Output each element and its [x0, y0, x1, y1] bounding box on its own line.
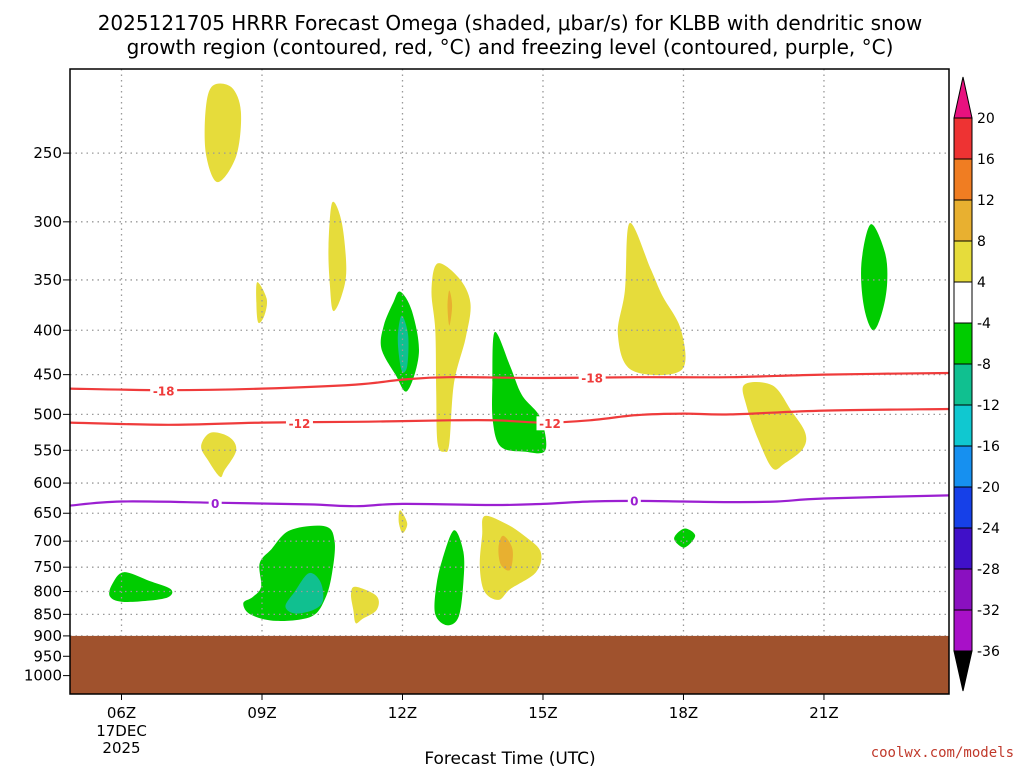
x-tick-label-15Z: 15Z: [528, 704, 557, 722]
x-tick-label-18Z: 18Z: [669, 704, 698, 722]
omega-region-12: [350, 586, 379, 624]
colorbar-swatch-9: [953, 486, 973, 529]
colorbar-label-7: -12: [977, 398, 1000, 414]
y-axis-ticks: 250 300 350 400 450 500 550 600 650 700 750 800 850 9…: [24, 144, 70, 685]
credit-text: coolwx.com/models: [871, 745, 1014, 761]
x-tick-sublabel-0: 17DEC: [96, 722, 147, 740]
y-tick-label-300: 300: [33, 213, 62, 231]
omega-region-21: [434, 530, 465, 626]
colorbar-swatch-3: [953, 240, 973, 283]
y-tick-label-450: 450: [33, 366, 62, 384]
y-tick-label-250: 250: [33, 144, 62, 162]
contour-label-5: 0: [630, 494, 638, 508]
colorbar-swatch-10: [953, 527, 973, 570]
colorbar-label-6: -8: [977, 357, 991, 373]
contour-line-0: [70, 371, 949, 392]
contour-label-bg-5: [627, 493, 641, 508]
y-tick-label-600: 600: [33, 474, 62, 492]
colorbar-swatch-2: [953, 199, 973, 242]
contour-line-2: [70, 494, 949, 508]
omega-region-9: [398, 510, 408, 534]
colorbar-cap-bottom: [953, 650, 973, 692]
y-tick-label-950: 950: [33, 647, 62, 665]
colorbar-swatch-6: [953, 363, 973, 406]
colorbar-swatch-12: [953, 609, 973, 652]
colorbar-label-2: 12: [977, 193, 995, 209]
y-tick-label-700: 700: [33, 532, 62, 550]
y-tick-label-800: 800: [33, 583, 62, 601]
omega-region-8: [201, 432, 237, 478]
colorbar-label-12: -32: [977, 603, 1000, 619]
contour-label-0: -18: [153, 385, 175, 399]
x-tick-label-12Z: 12Z: [388, 704, 417, 722]
omega-region-16: [861, 224, 888, 331]
omega-region-4: [447, 290, 453, 326]
colorbar-label-0: 20: [977, 111, 995, 127]
colorbar-swatch-0: [953, 117, 973, 160]
colorbar: 20 16 12 8 4 -4 -8 -12 -16 -20 -24 -28 -32 -36: [953, 76, 1000, 692]
ground-terrain: [70, 635, 949, 694]
omega-region-2: [256, 282, 268, 324]
chart-title-line-2: growth region (contoured, red, °C) and f…: [127, 35, 894, 59]
colorbar-label-10: -24: [977, 521, 1000, 537]
contour-label-3: -12: [539, 417, 561, 431]
y-tick-label-900: 900: [33, 627, 62, 645]
y-tick-label-550: 550: [33, 441, 62, 459]
y-tick-label-650: 650: [33, 504, 62, 522]
colorbar-label-4: 4: [977, 275, 986, 291]
omega-region-7: [742, 381, 807, 470]
colorbar-label-9: -20: [977, 480, 1000, 496]
colorbar-label-11: -28: [977, 562, 1000, 578]
contour-label-bg-3: [536, 416, 564, 431]
colorbar-swatch-8: [953, 445, 973, 488]
omega-region-0: [204, 83, 242, 183]
contour-labels: -18 -18 -12 -12 0 0: [150, 370, 641, 511]
contour-lines: [70, 371, 949, 508]
y-tick-label-850: 850: [33, 605, 62, 623]
colorbar-label-13: -36: [977, 644, 1000, 660]
omega-region-18: [109, 572, 173, 603]
chart-title-line-1: 2025121705 HRRR Forecast Omega (shaded, …: [98, 11, 923, 35]
colorbar-label-8: -16: [977, 439, 1000, 455]
omega-region-11: [498, 535, 513, 571]
omega-region-17: [674, 528, 696, 548]
colorbar-cap-top: [953, 76, 973, 119]
y-tick-label-500: 500: [33, 405, 62, 423]
colorbar-swatch-4: [953, 281, 973, 324]
colorbar-label-3: 8: [977, 234, 986, 250]
x-tick-label-09Z: 09Z: [247, 704, 276, 722]
contour-label-bg-1: [578, 370, 606, 385]
contour-label-4: 0: [211, 497, 219, 511]
colorbar-swatch-7: [953, 404, 973, 447]
contour-label-2: -12: [289, 417, 311, 431]
omega-region-1: [328, 201, 347, 312]
colorbar-label-5: -4: [977, 316, 991, 332]
x-axis-title: Forecast Time (UTC): [424, 749, 595, 768]
omega-region-6: [617, 222, 686, 376]
colorbar-swatch-5: [953, 322, 973, 365]
contour-line-1: [70, 407, 949, 426]
x-tick-sublabel-1: 2025: [102, 739, 140, 757]
colorbar-label-1: 16: [977, 152, 995, 168]
contour-label-bg-2: [285, 416, 313, 431]
omega-region-20: [285, 572, 324, 614]
omega-region-3: [431, 263, 471, 453]
y-tick-label-350: 350: [33, 271, 62, 289]
y-tick-label-750: 750: [33, 558, 62, 576]
contour-label-bg-0: [150, 384, 178, 399]
colorbar-swatch-11: [953, 568, 973, 611]
contour-label-bg-4: [208, 496, 222, 511]
contour-label-1: -18: [581, 371, 603, 385]
x-tick-label-21Z: 21Z: [809, 704, 838, 722]
plot-frame: [69, 68, 950, 695]
colorbar-swatch-1: [953, 158, 973, 201]
x-tick-label-06Z: 06Z: [107, 704, 136, 722]
y-tick-label-1000: 1000: [24, 667, 62, 685]
y-tick-label-400: 400: [33, 321, 62, 339]
